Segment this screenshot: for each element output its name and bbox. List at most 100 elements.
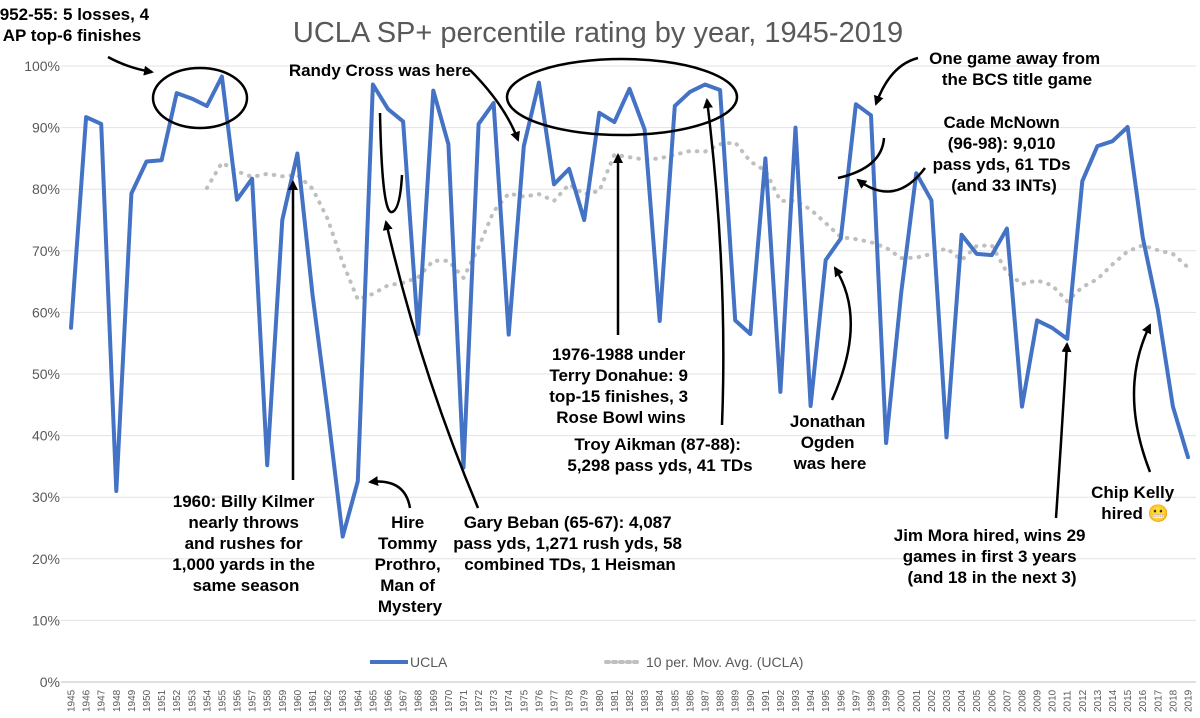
x-tick-label: 2007 [1002,689,1013,712]
x-tick-label: 1989 [731,689,742,712]
x-tick-label: 1950 [142,689,153,712]
y-tick-label: 60% [32,304,60,320]
arrow-jonathan-ogden [830,266,852,401]
x-tick-label: 1976 [534,689,545,712]
annotations: UCLA SP+ percentile rating by year, 1945… [0,5,1179,616]
x-tick-label: 1978 [565,689,576,712]
annotation-decorations [107,55,1152,519]
x-tick-label: 1948 [112,689,123,712]
legend-label-moving-average: 10 per. Mov. Avg. (UCLA) [646,654,803,670]
x-tick-label: 1979 [580,689,591,712]
x-tick-label: 1987 [700,689,711,712]
x-tick-label: 2004 [957,689,968,712]
x-tick-label: 2016 [1138,689,1149,712]
legend-label-ucla: UCLA [410,654,448,670]
x-tick-label: 1994 [806,689,817,712]
annotation-chip-kelly: Chip Kelly hired 😬 [1091,483,1179,523]
annotation-bcs-title-game: One game away from the BCS title game [929,49,1105,89]
x-tick-label: 1988 [716,689,727,712]
x-tick-label: 1952 [172,689,183,712]
x-tick-label: 1962 [323,689,334,712]
x-tick-label: 1961 [308,689,319,712]
x-tick-label: 2002 [927,689,938,712]
x-tick-label: 2017 [1153,689,1164,712]
arrow-bcs-game [873,56,919,106]
x-tick-label: 1955 [217,689,228,712]
x-tick-label: 1991 [761,689,772,712]
y-tick-label: 100% [24,58,60,74]
series-line-moving-average [204,140,1190,304]
x-tick-label: 1970 [444,689,455,712]
annotation-jonathan-ogden: Jonathan Ogden was here [790,412,870,473]
bracket-gary-beban [378,112,404,214]
chart-title: UCLA SP+ percentile rating by year, 1945… [293,17,903,49]
x-tick-label: 1974 [504,689,515,712]
annotation-cade-mcnown: Cade McNown (96-98): 9,010 pass yds, 61 … [933,113,1076,195]
annotation-randy-cross: Randy Cross was here [289,61,471,80]
legend-item-ucla: UCLA [370,654,448,670]
annotation-troy-aikman: Troy Aikman (87-88): 5,298 pass yds, 41 … [567,435,752,475]
y-axis-ticks: 0% 10% 20% 30% 40% 50% 60% 70% 80% 90% 100% [24,58,60,690]
x-tick-label: 1971 [459,689,470,712]
x-tick-label: 1956 [233,689,244,712]
bracket-cade-mcnown [837,137,886,180]
x-tick-label: 2008 [1017,689,1028,712]
x-tick-label: 1972 [474,689,485,712]
x-tick-label: 1960 [293,689,304,712]
annotation-tommy-prothro: Hire Tommy Prothro, Man of Mystery [375,513,446,616]
y-tick-label: 40% [32,428,60,444]
x-tick-label: 2000 [897,689,908,712]
legend-item-moving-average: 10 per. Mov. Avg. (UCLA) [604,654,803,670]
x-tick-label: 1990 [746,689,757,712]
x-tick-label: 2019 [1184,689,1195,712]
x-tick-label: 2009 [1033,689,1044,712]
annotation-billy-kilmer: 1960: Billy Kilmer nearly throws and rus… [172,492,319,595]
series-lines [69,74,1190,539]
x-tick-label: 1958 [263,689,274,712]
x-tick-label: 1993 [791,689,802,712]
x-tick-label: 1973 [489,689,500,712]
arrow-tommy-prothro [368,476,412,509]
highlight-ellipse-1952-55 [151,66,249,130]
annotation-jim-mora: Jim Mora hired, wins 29 games in first 3… [894,526,1091,587]
x-tick-label: 1983 [640,689,651,712]
y-tick-label: 80% [32,181,60,197]
x-tick-label: 1980 [595,689,606,712]
gridlines [61,65,1196,683]
x-tick-label: 2001 [912,689,923,712]
x-tick-label: 1985 [670,689,681,712]
arrow-cade-mcnown [856,167,926,193]
x-tick-label: 1965 [368,689,379,712]
x-tick-label: 1946 [82,689,93,712]
x-tick-label: 2018 [1168,689,1179,712]
arrow-chip-kelly [1132,323,1152,473]
x-tick-label: 1954 [202,689,213,712]
x-tick-label: 2006 [987,689,998,712]
arrow-1952-55 [107,55,154,76]
x-tick-label: 1975 [519,689,530,712]
x-tick-label: 2013 [1093,689,1104,712]
annotation-gary-beban: Gary Beban (65-67): 4,087 pass yds, 1,27… [453,513,686,574]
x-tick-label: 1984 [655,689,666,712]
x-tick-label: 1995 [821,689,832,712]
y-tick-label: 50% [32,366,60,382]
x-tick-label: 1945 [67,689,78,712]
x-tick-label: 1951 [157,689,168,712]
x-tick-label: 2010 [1048,689,1059,712]
highlight-ellipse-donahue-era [505,57,739,137]
x-tick-label: 1959 [278,689,289,712]
x-tick-label: 1964 [353,689,364,712]
series-line-ucla [69,74,1190,539]
y-tick-label: 90% [32,120,60,136]
y-tick-label: 10% [32,612,60,628]
x-tick-label: 2012 [1078,689,1089,712]
x-tick-label: 1999 [882,689,893,712]
x-tick-label: 2005 [972,689,983,712]
x-tick-label: 1982 [625,689,636,712]
x-tick-label: 1957 [248,689,259,712]
y-tick-label: 0% [40,674,60,690]
x-tick-label: 1992 [776,689,787,712]
x-tick-label: 2003 [942,689,953,712]
arrow-randy-cross [469,69,520,142]
